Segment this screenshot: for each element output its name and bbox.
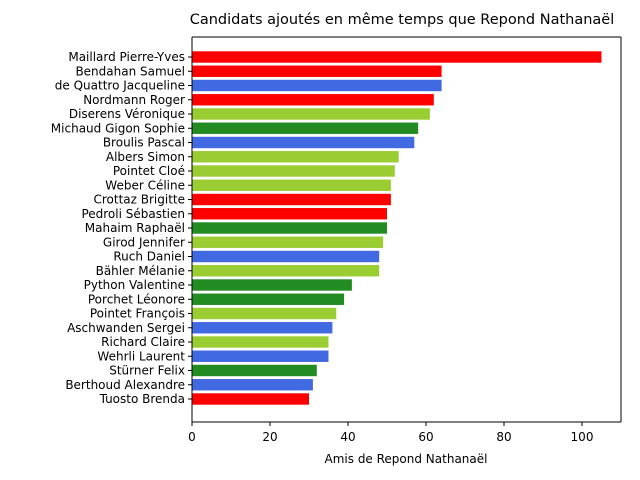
x-axis-label: Amis de Repond Nathanaël xyxy=(325,452,488,466)
bar xyxy=(192,379,313,391)
y-tick-label: Crottaz Brigitte xyxy=(93,193,185,207)
x-tick-label: 60 xyxy=(418,430,433,444)
bar xyxy=(192,350,329,362)
y-tick-label: Mahaim Raphaël xyxy=(85,221,185,235)
x-tick-label: 100 xyxy=(571,430,594,444)
x-axis-ticks: 0 20 40 60 80 100 xyxy=(188,422,593,444)
y-tick-label: Broulis Pascal xyxy=(103,136,185,150)
x-tick-label: 20 xyxy=(262,430,277,444)
y-tick-label: Weber Céline xyxy=(105,178,185,192)
y-tick-label: Porchet Léonore xyxy=(88,292,185,306)
y-tick-label: Pointet François xyxy=(90,307,185,321)
bar xyxy=(192,236,384,248)
y-tick-label: Berthoud Alexandre xyxy=(65,378,185,392)
chart-title: Candidats ajoutés en même temps que Repo… xyxy=(190,12,615,28)
y-tick-label: Pointet Cloé xyxy=(113,164,185,178)
y-tick-label: Girod Jennifer xyxy=(103,235,185,249)
bar xyxy=(192,336,329,348)
x-tick-label: 0 xyxy=(188,430,196,444)
bar xyxy=(192,265,380,277)
bar xyxy=(192,193,391,206)
bar xyxy=(192,208,387,220)
plot-frame xyxy=(191,36,622,423)
y-tick-label: de Quattro Jacqueline xyxy=(55,79,185,93)
bar xyxy=(192,250,380,263)
y-tick-label: Maillard Pierre-Yves xyxy=(68,50,185,64)
bar xyxy=(192,322,333,334)
bar xyxy=(192,151,399,163)
bar xyxy=(192,79,442,92)
bar xyxy=(192,122,419,134)
bar xyxy=(192,307,337,320)
bar xyxy=(192,222,387,234)
bar xyxy=(192,136,415,149)
y-tick-label: Tuosto Brenda xyxy=(99,392,185,406)
y-tick-label: Nordmann Roger xyxy=(83,93,185,107)
bar xyxy=(192,94,434,106)
bar xyxy=(192,364,317,377)
y-tick-label: Bähler Mélanie xyxy=(96,264,185,278)
y-tick-label: Python Valentine xyxy=(84,278,185,292)
bar xyxy=(192,165,395,177)
bar xyxy=(192,179,391,191)
y-tick-label: Pedroli Sébastien xyxy=(81,207,185,221)
bar xyxy=(192,65,442,77)
y-tick-label: Diserens Véronique xyxy=(69,107,185,121)
y-tick-label: Stürner Felix xyxy=(109,364,185,378)
y-tick-label: Aschwanden Sergei xyxy=(67,321,185,335)
y-tick-label: Michaud Gigon Sophie xyxy=(51,121,185,135)
y-tick-label: Wehrli Laurent xyxy=(97,349,185,363)
x-tick-label: 40 xyxy=(340,430,355,444)
x-tick-label: 80 xyxy=(496,430,511,444)
y-tick-label: Richard Claire xyxy=(101,335,185,349)
bar xyxy=(192,279,352,291)
bars-group xyxy=(192,51,602,405)
bar xyxy=(192,393,309,405)
bar xyxy=(192,293,345,305)
y-tick-label: Bendahan Samuel xyxy=(75,64,185,78)
bar xyxy=(192,51,602,63)
y-tick-label: Albers Simon xyxy=(106,150,185,164)
y-tick-label: Ruch Daniel xyxy=(113,250,185,264)
bar xyxy=(192,108,430,120)
